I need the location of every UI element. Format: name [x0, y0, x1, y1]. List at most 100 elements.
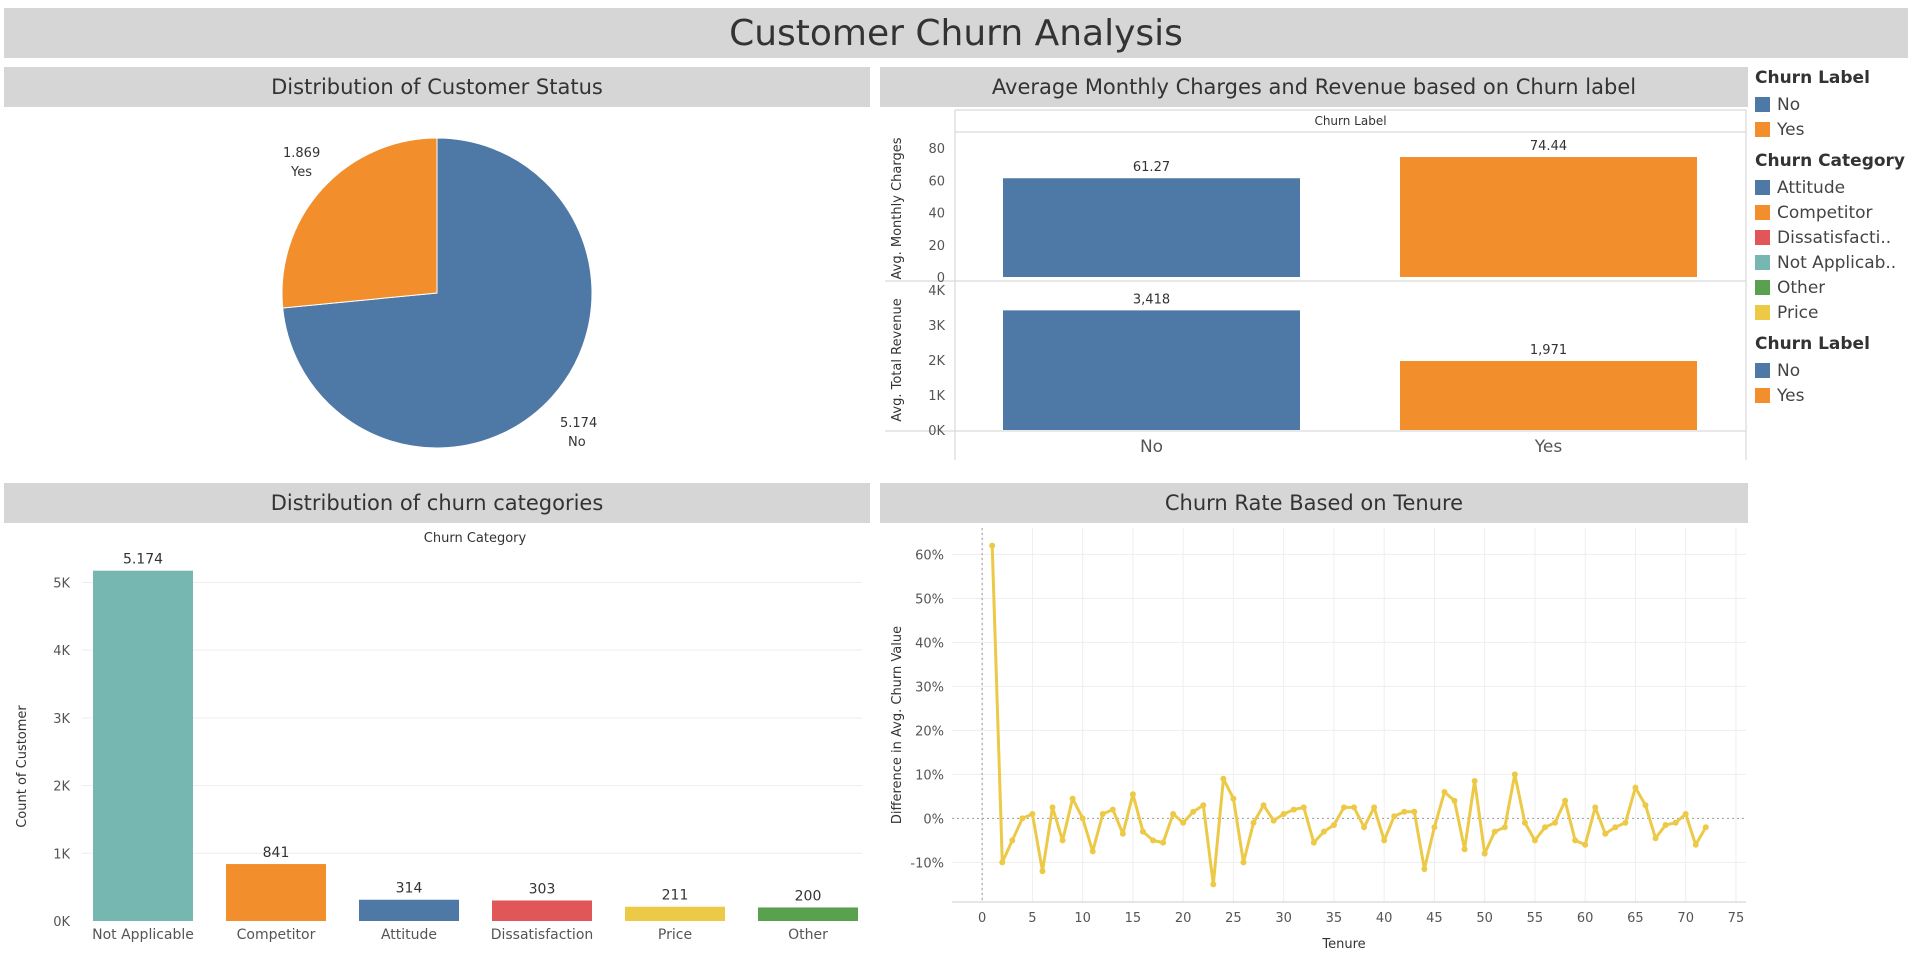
data-point — [1049, 804, 1056, 811]
x-category-label: Other — [788, 927, 828, 943]
legend-label: Yes — [1777, 119, 1805, 140]
panel-title-customer-status: Distribution of Customer Status — [4, 67, 870, 107]
bar-header-label: Churn Label — [1314, 114, 1386, 128]
data-point — [1109, 806, 1116, 813]
bar-value-label: 74.44 — [1530, 139, 1567, 154]
data-point — [1602, 830, 1609, 837]
data-point — [1180, 819, 1187, 826]
data-point — [1632, 784, 1639, 791]
data-point — [1220, 775, 1227, 782]
x-tick-label: 15 — [1125, 911, 1142, 926]
y-tick-label: 3K — [53, 712, 70, 727]
y-tick-label: 40 — [928, 207, 945, 222]
legend-label: Other — [1777, 277, 1826, 298]
data-point — [1391, 813, 1398, 820]
y-axis-title: Avg. Total Revenue — [890, 298, 905, 421]
bar-yes — [1400, 157, 1697, 277]
data-point — [1029, 811, 1036, 817]
legend-label: Not Applicab.. — [1777, 252, 1897, 273]
data-point — [1451, 797, 1458, 804]
legend-item[interactable]: No — [1755, 358, 1905, 383]
legend-title: Churn Label — [1755, 68, 1870, 88]
data-point — [1019, 815, 1026, 822]
data-point — [1320, 828, 1327, 835]
data-point — [1371, 804, 1378, 811]
data-point — [1481, 850, 1488, 857]
y-tick-label: 2K — [53, 780, 70, 795]
data-point — [1471, 778, 1478, 784]
bar-value-label: 200 — [795, 888, 822, 904]
data-point — [1310, 839, 1317, 846]
x-tick-label: 55 — [1527, 911, 1544, 926]
bar-not-applicable — [93, 570, 193, 921]
legend-swatch — [1755, 255, 1770, 270]
churn-rate-line — [990, 545, 1708, 886]
data-point — [1009, 837, 1016, 844]
y-tick-label: 80 — [928, 142, 945, 157]
y-axis-title: Avg. Monthly Charges — [890, 137, 905, 279]
legend-label: Attitude — [1777, 177, 1846, 198]
data-point — [1541, 824, 1548, 831]
y-tick-label: 5K — [53, 576, 70, 591]
bar-no — [1003, 178, 1300, 277]
bar-value-label: 303 — [529, 881, 556, 897]
legend-group: Churn Category Attitude Competitor Dissatis… — [1755, 151, 1905, 325]
legend-item[interactable]: No — [1755, 92, 1905, 117]
legend-item[interactable]: Yes — [1755, 117, 1905, 142]
data-point — [1170, 811, 1177, 817]
data-point — [1300, 804, 1307, 811]
data-point — [989, 542, 996, 549]
legend-item[interactable]: Other — [1755, 275, 1905, 300]
x-axis-title: Tenure — [1321, 937, 1365, 952]
bar-no — [1003, 310, 1300, 430]
y-tick-label: 40% — [915, 636, 944, 651]
x-category-label: Dissatisfaction — [491, 927, 594, 943]
legend-item[interactable]: Yes — [1755, 383, 1905, 408]
data-point — [1079, 815, 1086, 822]
bar-other — [758, 907, 858, 921]
legend-label: No — [1777, 360, 1801, 381]
legend-item[interactable]: Price — [1755, 300, 1905, 325]
legend-item[interactable]: Competitor — [1755, 200, 1905, 225]
charges-revenue-bar-chart: Churn Label 0 20 40 60 80 Avg. Monthly Charges… — [885, 109, 1747, 460]
legend-group: Churn Label No Yes — [1755, 68, 1905, 142]
legend-swatch — [1755, 180, 1770, 195]
bar-value-label: 841 — [263, 845, 290, 861]
data-point — [1622, 819, 1629, 826]
data-point — [1190, 808, 1197, 815]
bar-value-label: 314 — [396, 881, 423, 897]
y-tick-label: 1K — [53, 847, 70, 862]
data-point — [1421, 866, 1428, 872]
data-point — [1562, 797, 1569, 804]
data-point — [1461, 846, 1468, 853]
data-point — [1411, 808, 1418, 815]
legend-swatch — [1755, 230, 1770, 245]
legend-item[interactable]: Attitude — [1755, 175, 1905, 200]
data-point — [1260, 802, 1267, 809]
y-tick-label: 60 — [928, 174, 945, 189]
x-tick-label: 35 — [1326, 911, 1343, 926]
bar-header-label: Churn Category — [424, 531, 527, 546]
data-point — [1501, 824, 1508, 831]
legend-item[interactable]: Not Applicab.. — [1755, 250, 1905, 275]
y-tick-label: 0K — [928, 424, 945, 439]
data-point — [1210, 881, 1217, 888]
legend-label: Yes — [1777, 385, 1805, 406]
panel-title-tenure: Churn Rate Based on Tenure — [880, 483, 1748, 523]
y-tick-label: 50% — [915, 592, 944, 607]
data-point — [1381, 837, 1388, 844]
bar-value-label: 211 — [662, 888, 689, 904]
data-point — [1039, 868, 1046, 875]
data-point — [1200, 802, 1207, 809]
data-point — [1150, 837, 1157, 844]
y-axis-title: Difference in Avg. Churn Value — [890, 626, 905, 824]
x-tick-label: 5 — [1028, 911, 1036, 926]
customer-status-pie-chart: 5.174 No 1.869 Yes — [281, 137, 597, 450]
y-tick-label: 0 — [937, 271, 945, 286]
y-tick-label: 1K — [928, 389, 945, 404]
legend-item[interactable]: Dissatisfacti.. — [1755, 225, 1905, 250]
y-tick-label: 0K — [53, 915, 70, 930]
data-point — [1582, 841, 1589, 848]
bar-value-label: 1,971 — [1530, 343, 1567, 358]
x-tick-label: 30 — [1275, 911, 1292, 926]
